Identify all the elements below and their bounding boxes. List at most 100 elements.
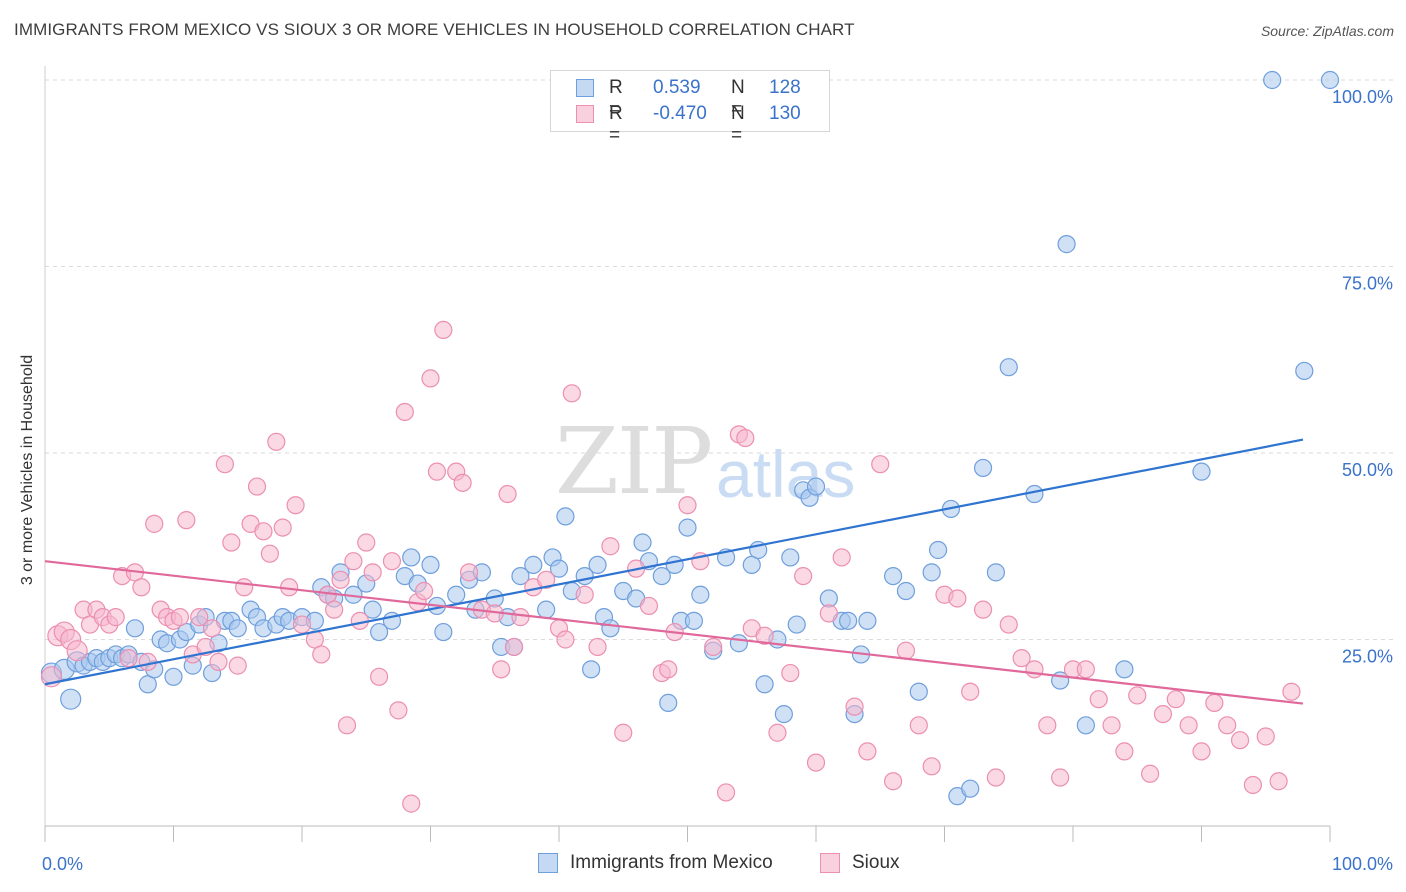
data-point	[202, 619, 222, 638]
data-point	[858, 611, 877, 630]
watermark-atlas: atlas	[716, 437, 856, 511]
legend-n-value: 130	[769, 103, 801, 124]
series-legend: Immigrants from Mexico Sioux	[0, 852, 1406, 878]
data-point	[549, 559, 569, 578]
data-point	[961, 779, 980, 798]
stats-legend: R = 0.539 N = 128 R = -0.470 N = 130	[550, 70, 830, 146]
data-point	[228, 656, 247, 675]
data-point	[659, 693, 678, 713]
data-point	[498, 484, 517, 504]
data-point	[132, 578, 151, 597]
data-point	[1128, 686, 1147, 705]
data-point	[177, 511, 196, 530]
data-point	[1256, 727, 1275, 746]
data-point	[806, 753, 826, 772]
data-point	[1192, 742, 1211, 761]
data-point	[60, 688, 82, 710]
data-point	[286, 496, 305, 515]
data-point	[999, 615, 1018, 634]
data-point	[973, 458, 993, 478]
data-point	[273, 518, 292, 537]
data-point	[556, 507, 575, 526]
data-point	[1263, 70, 1282, 90]
data-point	[633, 533, 652, 552]
y-tick-label: 75.0%	[1342, 274, 1393, 294]
y-tick-label: 100.0%	[1332, 87, 1393, 107]
data-point	[652, 566, 671, 586]
data-point	[363, 563, 382, 582]
data-point	[511, 608, 530, 627]
data-point	[948, 589, 967, 608]
data-point	[370, 622, 389, 642]
data-point	[235, 578, 254, 597]
data-point	[736, 428, 755, 448]
data-point	[1218, 716, 1237, 735]
data-point	[370, 667, 389, 686]
data-point	[999, 358, 1018, 377]
data-point	[537, 570, 556, 589]
legend-r-label: R =	[609, 103, 623, 146]
data-point	[402, 548, 421, 567]
data-point	[119, 649, 138, 668]
legend-swatch-blue	[538, 853, 558, 873]
data-point	[1089, 690, 1108, 709]
data-point	[1205, 693, 1224, 713]
legend-n-label: N =	[731, 77, 745, 120]
trend-line-sioux	[44, 560, 1304, 705]
data-point	[1102, 716, 1121, 735]
data-point	[357, 533, 376, 552]
data-point	[806, 477, 826, 496]
legend-n-value: 128	[769, 77, 801, 98]
data-point	[1115, 660, 1134, 679]
data-point	[421, 369, 440, 388]
data-point	[986, 768, 1006, 787]
data-point	[459, 563, 479, 582]
data-point	[659, 660, 678, 679]
data-point	[389, 701, 408, 720]
data-point	[492, 660, 511, 679]
data-point	[755, 626, 774, 645]
data-point	[871, 455, 890, 474]
data-point	[402, 794, 421, 813]
data-point	[928, 540, 948, 560]
series-sioux	[40, 320, 1301, 813]
legend-r-value: -0.470	[653, 103, 707, 124]
data-point	[665, 555, 684, 575]
data-point	[1179, 716, 1198, 735]
data-point	[562, 384, 581, 403]
data-point	[228, 619, 247, 638]
data-point	[1269, 772, 1288, 791]
trend-line-immigrants-from-mexico	[44, 438, 1304, 686]
data-point	[1282, 682, 1301, 701]
data-point	[909, 682, 928, 701]
chart-title: IMMIGRANTS FROM MEXICO VS SIOUX 3 OR MOR…	[14, 20, 855, 39]
data-point	[1192, 462, 1211, 481]
tick-labels: 100.0% 75.0% 50.0% 25.0% 0.0% 100.0%	[42, 87, 1393, 874]
data-point	[839, 611, 858, 630]
data-point	[1076, 660, 1095, 679]
data-point	[331, 570, 350, 589]
data-point	[247, 477, 267, 496]
legend-swatch-pink	[820, 853, 840, 873]
data-point	[819, 604, 838, 623]
data-point	[434, 622, 453, 642]
data-point	[909, 716, 928, 735]
data-point	[601, 537, 620, 556]
data-point	[434, 320, 453, 340]
data-point	[1115, 742, 1134, 761]
data-point	[794, 566, 813, 586]
data-point	[421, 555, 440, 575]
data-point	[922, 563, 941, 582]
x-tick-label: 100.0%	[1332, 854, 1393, 874]
data-point	[832, 548, 851, 567]
data-point	[601, 619, 620, 638]
data-point	[504, 637, 524, 657]
data-point	[215, 455, 234, 474]
data-point	[1140, 764, 1160, 783]
data-point	[639, 596, 659, 616]
data-point	[325, 600, 344, 619]
data-point	[961, 682, 980, 701]
data-point	[1153, 704, 1173, 724]
data-point	[145, 514, 164, 533]
data-point	[858, 742, 877, 761]
